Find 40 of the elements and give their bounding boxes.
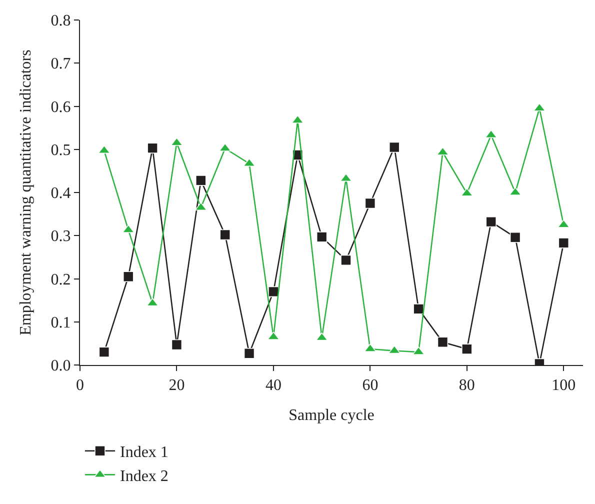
point (340, 254, 352, 266)
legend-label: Index 2 (120, 468, 168, 485)
y-tick-label: 0.8 (50, 12, 71, 30)
point (437, 336, 448, 348)
x-tick-label: 0 (76, 377, 84, 394)
y-axis-title: Employment warning quantitative indicators (18, 50, 35, 336)
point (316, 232, 328, 242)
y-tick-label: 0.1 (50, 314, 71, 332)
point (244, 348, 255, 359)
y-tick-label: 0.7 (50, 56, 71, 73)
x-tick-label: 60 (362, 377, 378, 394)
point (558, 238, 570, 248)
y-tick-label: 0.3 (50, 228, 71, 246)
point (147, 142, 158, 154)
x-tick-label: 40 (265, 377, 282, 394)
x-tick-label: 80 (458, 377, 475, 394)
x-tick-label: 20 (168, 377, 185, 394)
y-tick-label: 0.5 (50, 142, 71, 159)
point (98, 145, 110, 154)
y-tick-label: 0.4 (50, 185, 71, 202)
point (98, 346, 110, 358)
point (462, 344, 472, 354)
point (364, 198, 376, 209)
point (243, 158, 256, 167)
point (171, 339, 182, 350)
point (510, 232, 521, 243)
point (196, 175, 206, 186)
point (316, 332, 328, 341)
point (220, 229, 230, 240)
x-axis-title: Sample cycle (288, 406, 374, 424)
point (436, 146, 449, 156)
y-tick-label: 0.0 (50, 358, 71, 375)
point (388, 142, 400, 153)
point (122, 271, 134, 282)
x-tick-label: 100 (552, 377, 576, 394)
y-tick-label: 0.2 (50, 271, 71, 288)
y-tick-label: 0.6 (50, 98, 71, 116)
point (486, 216, 497, 228)
legend-label: Index 1 (120, 444, 168, 462)
point (413, 304, 424, 314)
